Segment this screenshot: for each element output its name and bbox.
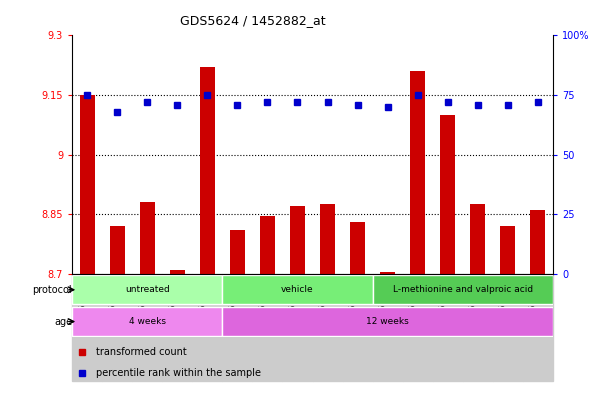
Bar	[222, 274, 252, 381]
Text: 12 weeks: 12 weeks	[366, 317, 409, 326]
Text: GDS5624 / 1452882_at: GDS5624 / 1452882_at	[180, 15, 326, 28]
Bar	[170, 270, 185, 274]
Bar	[410, 71, 426, 274]
Bar	[350, 222, 365, 274]
Text: transformed count: transformed count	[96, 347, 187, 357]
Text: protocol: protocol	[32, 285, 72, 295]
Bar	[501, 226, 516, 274]
FancyBboxPatch shape	[222, 307, 553, 336]
FancyBboxPatch shape	[373, 275, 553, 304]
Bar	[433, 274, 463, 381]
Bar	[463, 274, 493, 381]
Bar	[192, 274, 222, 381]
Bar	[380, 272, 395, 274]
FancyBboxPatch shape	[72, 307, 222, 336]
Bar	[343, 274, 373, 381]
Bar	[260, 216, 275, 274]
Text: percentile rank within the sample: percentile rank within the sample	[96, 368, 261, 378]
Bar	[373, 274, 403, 381]
Bar	[523, 274, 553, 381]
Text: vehicle: vehicle	[281, 285, 314, 294]
Bar	[230, 230, 245, 274]
Bar	[140, 202, 155, 274]
FancyBboxPatch shape	[72, 275, 222, 304]
Bar	[72, 274, 102, 381]
Bar	[162, 274, 192, 381]
Bar	[320, 204, 335, 274]
Bar	[282, 274, 313, 381]
Bar	[403, 274, 433, 381]
Text: L-methionine and valproic acid: L-methionine and valproic acid	[392, 285, 533, 294]
Bar	[493, 274, 523, 381]
Bar	[132, 274, 162, 381]
Bar	[531, 210, 546, 274]
Text: 4 weeks: 4 weeks	[129, 317, 166, 326]
Bar	[440, 115, 456, 274]
Text: untreated: untreated	[125, 285, 169, 294]
Bar	[200, 67, 215, 274]
Bar	[471, 204, 486, 274]
FancyBboxPatch shape	[222, 275, 373, 304]
Bar	[313, 274, 343, 381]
Bar	[252, 274, 282, 381]
Bar	[102, 274, 132, 381]
Bar	[290, 206, 305, 274]
Text: age: age	[54, 316, 72, 327]
Bar	[110, 226, 125, 274]
Bar	[79, 95, 95, 274]
